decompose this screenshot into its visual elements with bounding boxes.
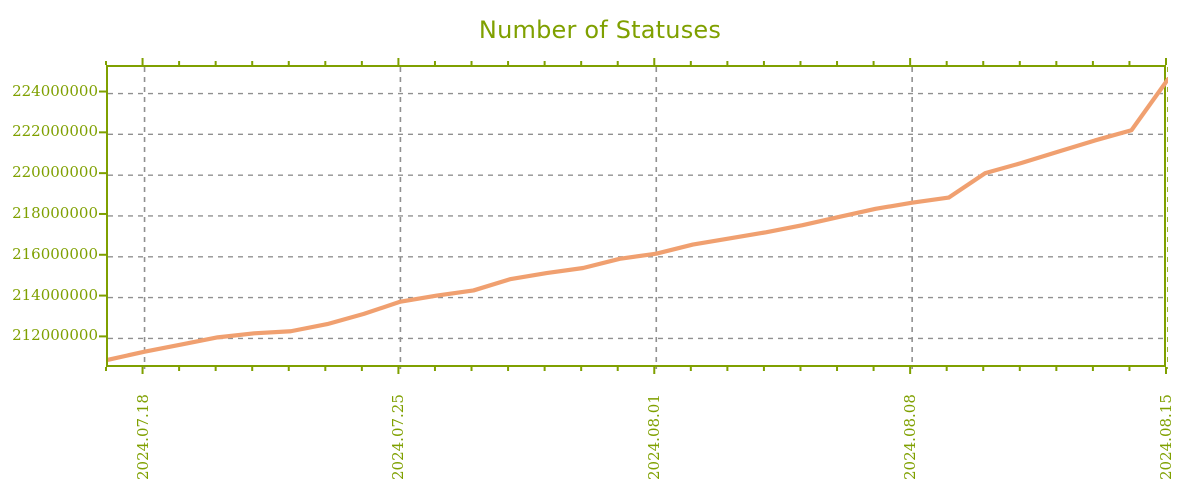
y-axis-tick-label: 218000000 xyxy=(12,203,98,222)
plot-area xyxy=(106,65,1168,369)
chart-title: Number of Statuses xyxy=(478,16,722,44)
gridlines xyxy=(108,67,1168,369)
y-axis-tick-label: 222000000 xyxy=(12,122,98,141)
y-axis-tick-label: 212000000 xyxy=(12,326,98,345)
y-axis-tick-label: 214000000 xyxy=(12,285,98,304)
plot-canvas xyxy=(108,67,1168,369)
y-axis-tick-label: 224000000 xyxy=(12,81,98,100)
y-axis-tick-label: 216000000 xyxy=(12,244,98,263)
y-axis-tick-label: 220000000 xyxy=(12,163,98,182)
data-line-number-of-statuses xyxy=(108,77,1168,362)
data-series-layer xyxy=(108,77,1168,362)
